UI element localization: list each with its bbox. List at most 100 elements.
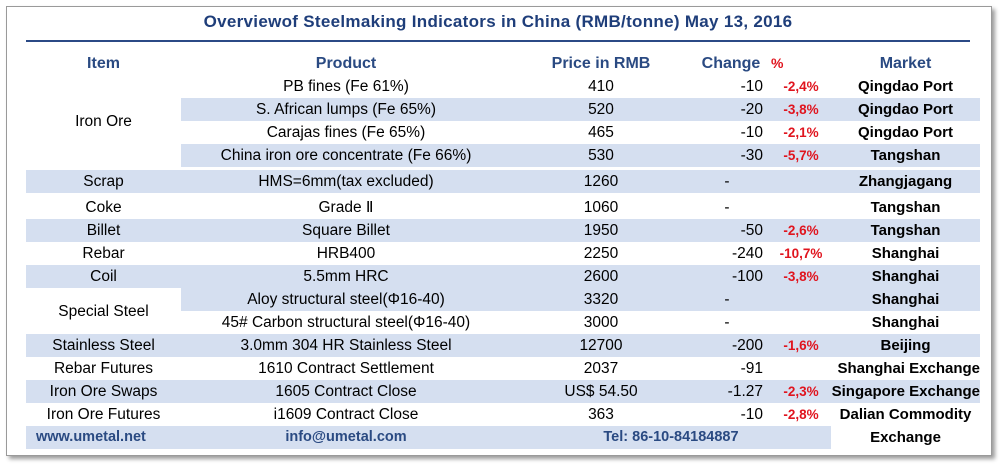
cell-pct — [771, 193, 831, 219]
cell-change: -10 — [740, 124, 763, 141]
cell-market: Tangshan — [831, 144, 980, 169]
header-pct: % — [771, 55, 784, 71]
cell-market: Shanghai — [831, 265, 980, 288]
cell-product: 1610 Contract Settlement — [258, 360, 434, 377]
table-row: Iron Ore PB fines (Fe 61%) 410 -10 -2,4%… — [26, 75, 980, 169]
header-market: Market — [879, 55, 932, 72]
cell-product: Aloy structural steel(Φ16-40) — [181, 288, 511, 311]
table-row: Rebar HRB400 2250 -240 -10,7% Shanghai — [26, 242, 980, 265]
cell-market: Shanghai — [871, 314, 940, 331]
group-iron-ore-swaps: Iron Ore Swaps — [26, 380, 181, 403]
cell-product: 45# Carbon structural steel(Φ16-40) — [221, 314, 471, 331]
cell-change: - — [691, 288, 771, 311]
page-title: Overviewof Steelmaking Indicators in Chi… — [203, 12, 793, 31]
cell-pct — [771, 311, 831, 334]
cell-pct — [771, 167, 831, 195]
group-stainless: Stainless Steel — [26, 334, 181, 357]
cell-market: Singapore Exchange — [831, 380, 980, 403]
header-product: Product — [315, 55, 377, 72]
cell-price: 2250 — [583, 245, 619, 262]
cell-product: China iron ore concentrate (Fe 66%) — [181, 144, 511, 169]
cell-product: i1609 Contract Close — [273, 406, 419, 423]
cell-change: -1.27 — [691, 380, 771, 403]
cell-pct: -2,1% — [783, 125, 819, 140]
table-row: Rebar Futures 1610 Contract Settlement 2… — [26, 357, 980, 380]
cell-price: 1950 — [511, 219, 691, 242]
cell-pct: -3,8% — [771, 265, 831, 288]
cell-change: - — [691, 167, 771, 195]
cell-market: Shanghai — [831, 288, 980, 311]
cell-change: - — [691, 193, 771, 219]
cell-pct: -10,7% — [779, 246, 823, 261]
group-rebar: Rebar — [26, 242, 181, 265]
market-text: Shanghai Exchange — [837, 360, 980, 377]
cell-market: Qingdao Port — [831, 98, 980, 121]
cell-pct: -2,8% — [783, 407, 819, 422]
header-item: Item — [87, 55, 120, 72]
cell-product: Carajas fines (Fe 65%) — [266, 124, 426, 141]
email-link[interactable]: info@umetal.com — [181, 426, 511, 449]
cell-change: -100 — [691, 265, 771, 288]
website-link[interactable]: www.umetal.net — [26, 426, 181, 449]
cell-pct: -2,6% — [771, 219, 831, 242]
table-row: Billet Square Billet 1950 -50 -2,6% Tang… — [26, 219, 980, 242]
cell-pct: -2,4% — [783, 79, 819, 94]
group-scrap: Scrap — [26, 167, 181, 195]
cell-market: Zhangjagang — [831, 167, 980, 195]
cell-product: Grade Ⅱ — [181, 193, 511, 219]
cell-change: -240 — [731, 245, 763, 262]
cell-change: -91 — [740, 360, 763, 377]
cell-market: Tangshan — [831, 219, 980, 242]
indicators-table: Item Product Price in RMB Change % Marke… — [26, 52, 980, 449]
cell-product: 5.5mm HRC — [181, 265, 511, 288]
footer-row: www.umetal.net info@umetal.com Tel: 86-1… — [26, 426, 980, 449]
cell-pct: -2,3% — [771, 380, 831, 403]
header-price: Price in RMB — [551, 55, 651, 72]
cell-pct — [771, 357, 831, 380]
cell-price: 1260 — [511, 167, 691, 195]
cell-market: Shanghai — [871, 245, 940, 262]
cell-price: 3000 — [583, 314, 619, 331]
cell-change: -50 — [691, 219, 771, 242]
cell-product: 3.0mm 304 HR Stainless Steel — [181, 334, 511, 357]
cell-price: 465 — [588, 124, 614, 141]
table-row: 45# Carbon structural steel(Φ16-40) 3000… — [26, 311, 980, 334]
group-special-steel: Special Steel — [26, 288, 181, 334]
cell-price: 410 — [588, 78, 614, 95]
cell-product: 1605 Contract Close — [181, 380, 511, 403]
market-text: Singapore Exchange — [831, 383, 980, 400]
cell-product: S. African lumps (Fe 65%) — [181, 98, 511, 121]
cell-product: HRB400 — [316, 245, 376, 262]
cell-change: - — [724, 314, 730, 331]
table-row: Coil 5.5mm HRC 2600 -100 -3,8% Shanghai — [26, 265, 980, 288]
group-iron-ore: Iron Ore — [26, 75, 181, 169]
table-row: Iron Ore Futures i1609 Contract Close 36… — [26, 403, 980, 426]
cell-change: -10 — [740, 78, 763, 95]
cell-price: 2600 — [511, 265, 691, 288]
group-billet: Billet — [26, 219, 181, 242]
table-row: Iron Ore Swaps 1605 Contract Close US$ 5… — [26, 380, 980, 403]
table-row: China iron ore concentrate (Fe 66%) 530 … — [26, 144, 980, 169]
cell-market: Tangshan — [831, 193, 980, 219]
cell-change: -10 — [740, 406, 763, 423]
cell-pct: -5,7% — [771, 144, 831, 169]
group-coke: Coke — [26, 193, 181, 219]
table-row: Stainless Steel 3.0mm 304 HR Stainless S… — [26, 334, 980, 357]
cell-price: 3320 — [511, 288, 691, 311]
cell-pct — [771, 288, 831, 311]
cell-price: US$ 54.50 — [511, 380, 691, 403]
cell-price: 363 — [588, 406, 614, 423]
cell-price: 1060 — [511, 193, 691, 219]
cell-product: Square Billet — [181, 219, 511, 242]
cell-market: Dalian Commodity — [839, 406, 972, 423]
cell-market: Qingdao Port — [858, 78, 953, 95]
telephone: Tel: 86-10-84184887 — [511, 426, 831, 449]
cell-price: 2037 — [583, 360, 619, 377]
header-change: Change — [701, 55, 761, 72]
cell-price: 520 — [511, 98, 691, 121]
table-row: Coke Grade Ⅱ 1060 - Tangshan — [26, 193, 980, 219]
title-divider — [26, 40, 970, 42]
cell-product: HMS=6mm(tax excluded) — [181, 167, 511, 195]
table-row: Special Steel Aloy structural steel(Φ16-… — [26, 288, 980, 334]
header-row: Item Product Price in RMB Change % Marke… — [26, 52, 980, 75]
